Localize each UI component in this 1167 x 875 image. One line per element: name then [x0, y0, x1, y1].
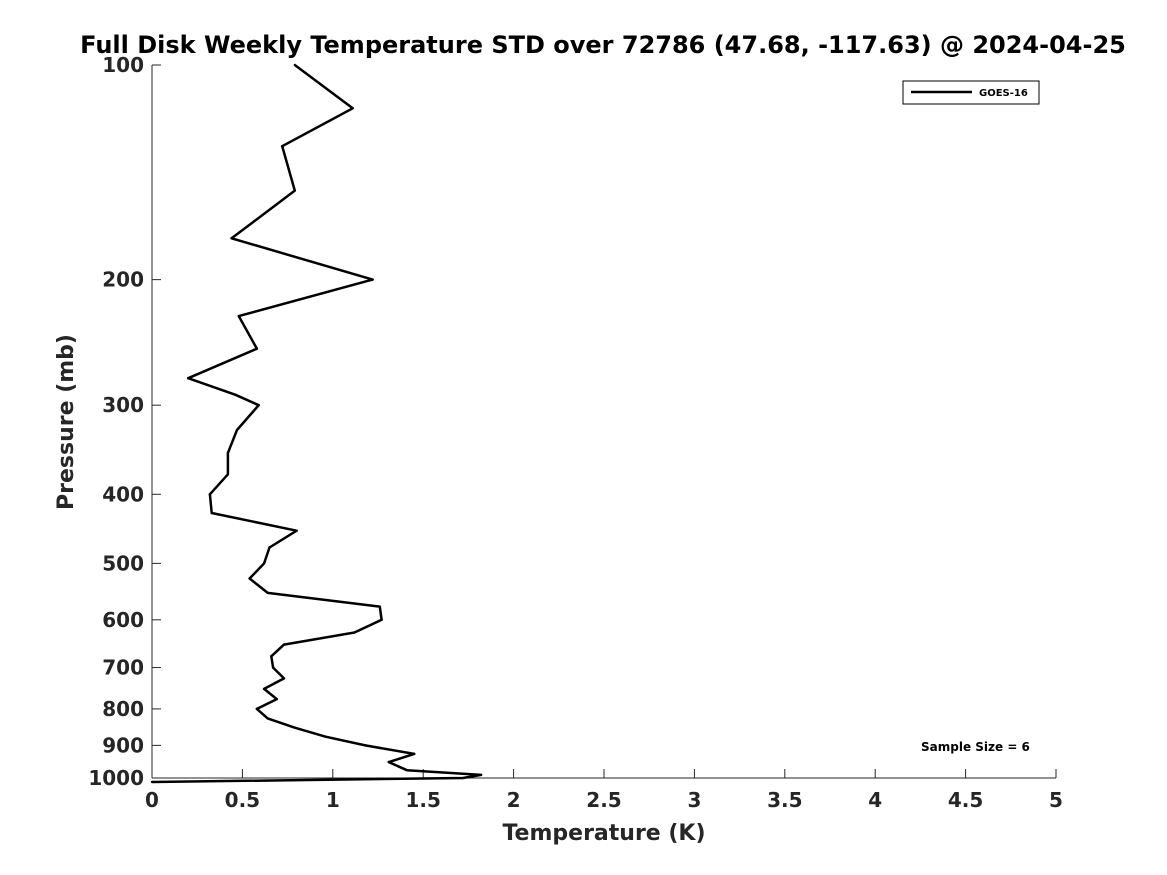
data-point — [257, 403, 260, 407]
y-axis-label: Pressure (mb) — [54, 334, 79, 510]
data-point — [266, 591, 269, 595]
x-axis-label: Temperature (K) — [502, 821, 705, 846]
x-tick-label: 3 — [687, 788, 701, 812]
legend: GOES-16 — [902, 80, 1040, 105]
data-point — [282, 677, 286, 680]
series-layer — [150, 63, 483, 784]
x-tick-label: 1.5 — [405, 788, 440, 812]
x-tick-label: 2.5 — [586, 788, 621, 812]
data-point — [226, 451, 230, 455]
data-point — [293, 189, 297, 192]
data-point — [255, 707, 259, 711]
data-point — [266, 717, 269, 720]
y-tick-label: 200 — [102, 268, 144, 292]
data-point — [270, 655, 273, 658]
data-point — [280, 145, 284, 148]
x-axis: 0 0.5 1 1.5 2 2.5 3 3.5 4 4.5 5 — [145, 769, 1063, 812]
y-tick-label: 100 — [102, 53, 144, 77]
x-tick-label: 2 — [507, 788, 521, 812]
data-point — [324, 735, 327, 738]
data-point — [293, 726, 297, 729]
data-point — [275, 697, 278, 701]
x-tick-label: 1 — [326, 788, 340, 812]
x-tick-label: 3.5 — [767, 788, 802, 812]
data-point — [282, 643, 286, 646]
data-point — [255, 347, 259, 350]
data-point — [479, 773, 483, 777]
data-point — [364, 744, 367, 747]
data-point — [150, 780, 154, 784]
data-point — [248, 577, 251, 580]
data-point — [210, 511, 213, 515]
y-tick-label: 400 — [102, 482, 144, 506]
data-point — [186, 377, 190, 380]
data-point — [378, 605, 382, 608]
data-point — [271, 666, 275, 669]
data-point — [235, 428, 239, 432]
x-tick-label: 0.5 — [225, 788, 260, 812]
x-tick-label: 4 — [868, 788, 882, 812]
plot-area — [151, 65, 1056, 779]
data-point — [461, 776, 465, 780]
y-tick-label: 800 — [102, 697, 144, 721]
data-point — [233, 393, 237, 396]
y-tick-label: 1000 — [88, 766, 144, 790]
series-line-goes-16 — [151, 63, 483, 784]
chart-title: Full Disk Weekly Temperature STD over 72… — [80, 31, 1126, 59]
data-point — [262, 562, 266, 565]
data-point — [351, 107, 354, 110]
data-point — [226, 473, 230, 476]
y-tick-label: 300 — [102, 393, 144, 417]
y-tick-label: 500 — [102, 551, 144, 575]
sample-size-annotation: Sample Size = 6 — [921, 740, 1030, 754]
y-tick-label: 600 — [102, 608, 144, 632]
x-tick-label: 4.5 — [948, 788, 983, 812]
legend-label-goes-16: GOES-16 — [979, 88, 1028, 99]
x-tick-label: 0 — [145, 788, 159, 812]
data-point — [262, 687, 266, 691]
data-point — [412, 752, 416, 756]
data-point — [230, 237, 233, 240]
y-axis: 100 200 300 400 500 600 700 800 900 1000 — [88, 53, 161, 790]
y-tick-label: 900 — [102, 733, 144, 757]
data-point — [371, 278, 374, 281]
data-point — [268, 546, 271, 549]
data-point — [353, 631, 356, 634]
data-point — [295, 529, 298, 532]
x-tick-label: 5 — [1049, 788, 1063, 812]
data-point — [208, 493, 212, 496]
data-point — [293, 63, 297, 67]
data-point — [237, 314, 240, 318]
y-tick-label: 700 — [102, 656, 144, 680]
data-point — [380, 618, 383, 622]
data-point — [405, 768, 409, 772]
data-point — [387, 760, 391, 764]
